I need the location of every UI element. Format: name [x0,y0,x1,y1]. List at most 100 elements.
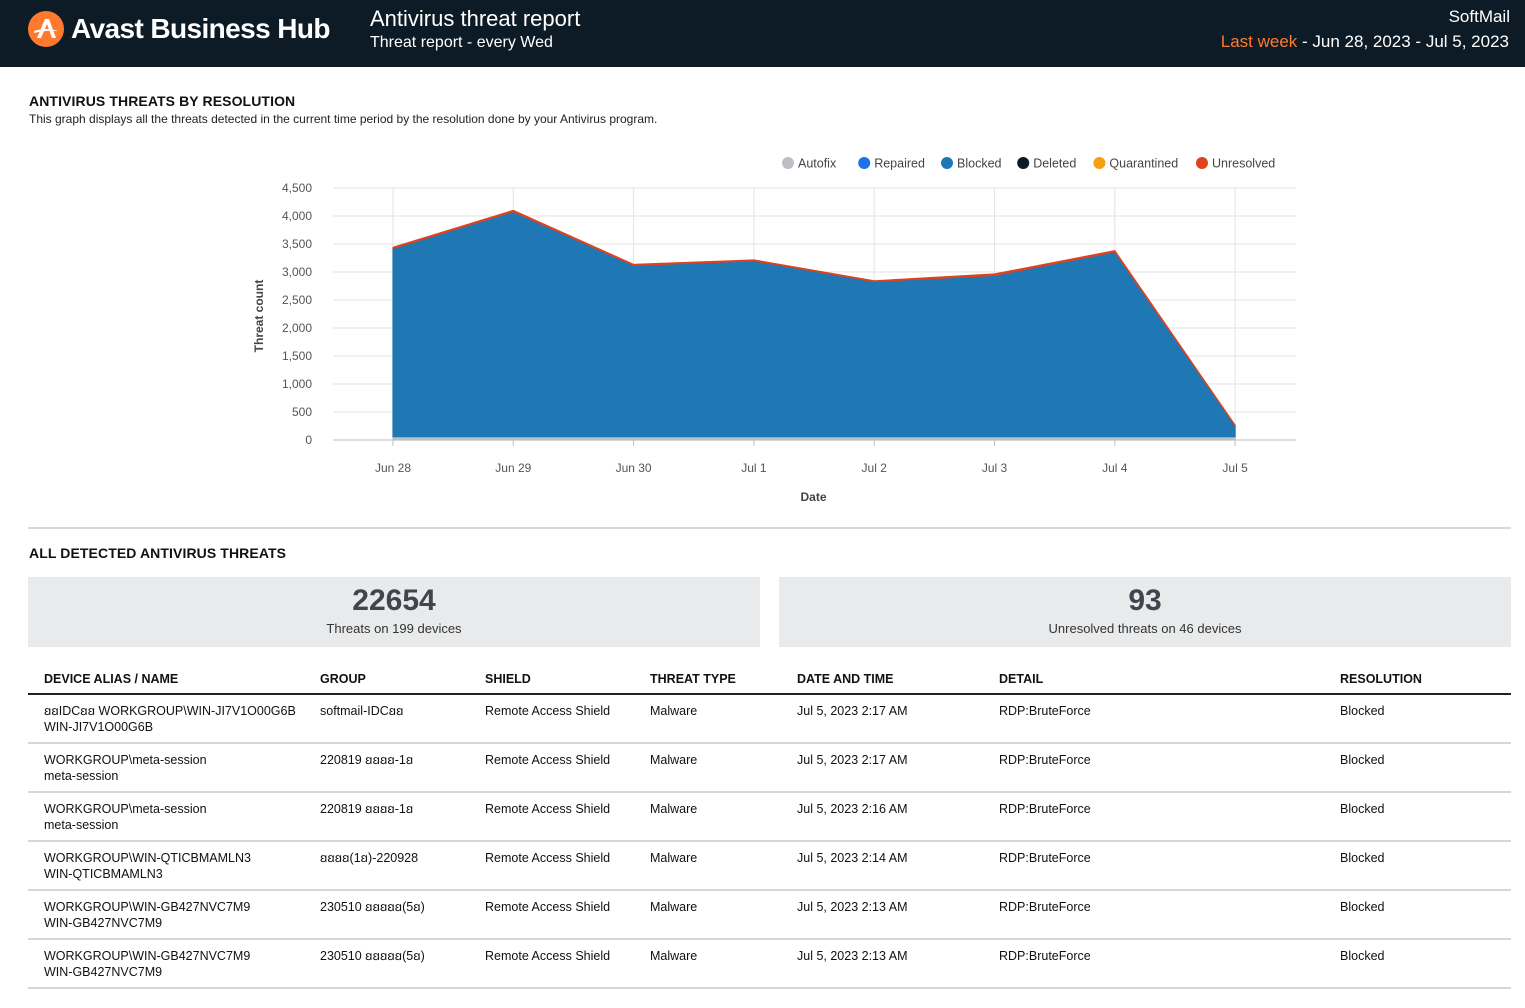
x-tick-label: Jun 28 [375,461,411,475]
threat-type-cell: Malware [634,792,781,842]
threat-type-cell: Malware [634,841,781,891]
y-tick-label: 4,500 [282,181,312,195]
header-device: DEVICE ALIAS / NAME [28,666,304,695]
table-row: ꞛꞛIDCꞛꞛ WORKGROUP\WIN-JI7V1O00G6B WIN-JI7… [28,694,1511,744]
date-cell: Jul 5, 2023 2:13 AM [781,939,983,989]
company-name: SoftMail [1448,7,1510,26]
device-alias: WORKGROUP\meta-session [44,753,207,767]
header-group: GROUP [304,666,469,695]
table-header-row: DEVICE ALIAS / NAME GROUP SHIELD THREAT … [28,666,1511,695]
device-cell: WORKGROUP\WIN-GB427NVC7M9 WIN-GB427NVC7M9 [28,890,304,940]
legend-item-unresolved: Unresolved [1212,157,1275,171]
unresolved-threats-card: 93 Unresolved threats on 46 devices [779,577,1511,647]
period-separator: - [1297,32,1313,51]
y-tick-label: 2,500 [282,293,312,307]
threats-table: DEVICE ALIAS / NAME GROUP SHIELD THREAT … [28,666,1511,989]
header-date-time: DATE AND TIME [781,666,983,695]
brand-name: Avast Business Hub [71,13,331,44]
table-row: WORKGROUP\WIN-GB427NVC7M9 WIN-GB427NVC7M9… [28,939,1511,989]
legend-swatch-quarantined [1093,157,1106,169]
chart-section-title: ANTIVIRUS THREATS BY RESOLUTION [29,93,296,109]
legend-swatch-deleted [1017,157,1030,169]
legend-swatch-blocked [941,157,953,169]
y-axis-title: Threat count [252,280,266,353]
legend-item-repaired: Repaired [874,157,925,171]
threat-type-cell: Malware [634,743,781,793]
period-range: Jun 28, 2023 - Jul 5, 2023 [1312,32,1509,51]
detail-cell: RDP:BruteForce [983,694,1324,744]
y-tick-label: 2,000 [282,321,312,335]
device-name: WIN-JI7V1O00G6B [44,720,154,734]
detail-cell: RDP:BruteForce [983,939,1324,989]
device-name: meta-session [44,769,119,783]
total-threats-card: 22654 Threats on 199 devices [28,577,760,647]
resolution-cell: Blocked [1324,743,1511,793]
y-tick-label: 500 [292,405,312,419]
detail-cell: RDP:BruteForce [983,743,1324,793]
x-axis-title: Date [800,490,826,504]
legend-item-autofix: Autofix [798,157,837,171]
legend-item-deleted: Deleted [1033,157,1076,171]
legend-item-quarantined: Quarantined [1109,157,1178,171]
group-cell: 220819 ꞛꞛꞛꞛ-1ꞛ [304,743,469,793]
report-title: Antivirus threat report [370,6,581,31]
date-cell: Jul 5, 2023 2:17 AM [781,743,983,793]
device-alias: WORKGROUP\meta-session [44,802,207,816]
group-cell: softmail-IDCꞛꞛ [304,694,469,744]
date-cell: Jul 5, 2023 2:13 AM [781,890,983,940]
date-cell: Jul 5, 2023 2:17 AM [781,694,983,744]
table-row: WORKGROUP\WIN-GB427NVC7M9 WIN-GB427NVC7M9… [28,890,1511,940]
date-cell: Jul 5, 2023 2:16 AM [781,792,983,842]
detail-cell: RDP:BruteForce [983,841,1324,891]
threat-type-cell: Malware [634,694,781,744]
header-threat-type: THREAT TYPE [634,666,781,695]
table-row: WORKGROUP\WIN-QTICBMAMLN3 WIN-QTICBMAMLN3… [28,841,1511,891]
shield-cell: Remote Access Shield [469,694,634,744]
area-unresolved [392,209,1236,428]
detail-cell: RDP:BruteForce [983,890,1324,940]
date-cell: Jul 5, 2023 2:14 AM [781,841,983,891]
resolution-cell: Blocked [1324,792,1511,842]
chart-section-description: This graph displays all the threats dete… [29,112,658,126]
device-name: WIN-GB427NVC7M9 [44,965,163,979]
threats-by-resolution-chart: 0 500 1,000 1,500 2,000 2,500 3,000 3,500 4,000 4… [252,157,1296,504]
device-cell: WORKGROUP\meta-session meta-session [28,743,304,793]
x-tick-label: Jul 3 [982,461,1008,475]
unresolved-threats-value: 93 [1128,584,1162,617]
resolution-cell: Blocked [1324,694,1511,744]
group-cell: 230510 ꞛꞛꞛꞛꞛ(5ꞛ) [304,939,469,989]
group-cell: 220819 ꞛꞛꞛꞛ-1ꞛ [304,792,469,842]
report-schedule: Threat report - every Wed [370,34,553,51]
y-tick-label: 1,000 [282,377,312,391]
report-header: Avast Business Hub Antivirus threat repo… [0,0,1525,67]
report-period: Last week - Jun 28, 2023 - Jul 5, 2023 [1221,32,1509,52]
device-cell: WORKGROUP\WIN-QTICBMAMLN3 WIN-QTICBMAMLN3 [28,841,304,891]
shield-cell: Remote Access Shield [469,890,634,940]
area-blocked [392,210,1236,438]
y-tick-label: 3,000 [282,265,312,279]
brand-logo: Avast Business Hub [28,11,331,47]
device-cell: WORKGROUP\meta-session meta-session [28,792,304,842]
header-resolution: RESOLUTION [1324,666,1511,695]
table-row: WORKGROUP\meta-session meta-session 22081… [28,792,1511,842]
x-tick-label: Jul 1 [741,461,767,475]
period-label: Last week [1220,32,1298,51]
x-tick-label: Jul 4 [1102,461,1128,475]
legend-swatch-autofix [782,157,794,169]
shield-cell: Remote Access Shield [469,939,634,989]
table-row: WORKGROUP\meta-session meta-session 22081… [28,743,1511,793]
header-detail: DETAIL [983,666,1324,695]
y-tick-label: 1,500 [282,349,312,363]
y-tick-label: 4,000 [282,209,312,223]
device-cell: ꞛꞛIDCꞛꞛ WORKGROUP\WIN-JI7V1O00G6B WIN-JI7… [28,694,304,744]
threat-type-cell: Malware [634,939,781,989]
header-shield: SHIELD [469,666,634,695]
group-cell: ꞛꞛꞛꞛ(1ꞛ)-220928 [304,841,469,891]
device-alias: WORKGROUP\WIN-GB427NVC7M9 [44,900,251,914]
device-alias: WORKGROUP\WIN-GB427NVC7M9 [44,949,251,963]
group-cell: 230510 ꞛꞛꞛꞛꞛ(5ꞛ) [304,890,469,940]
x-tick-label: Jul 2 [862,461,888,475]
device-name: WIN-QTICBMAMLN3 [44,867,163,881]
x-tick-label: Jul 5 [1222,461,1248,475]
detail-cell: RDP:BruteForce [983,792,1324,842]
